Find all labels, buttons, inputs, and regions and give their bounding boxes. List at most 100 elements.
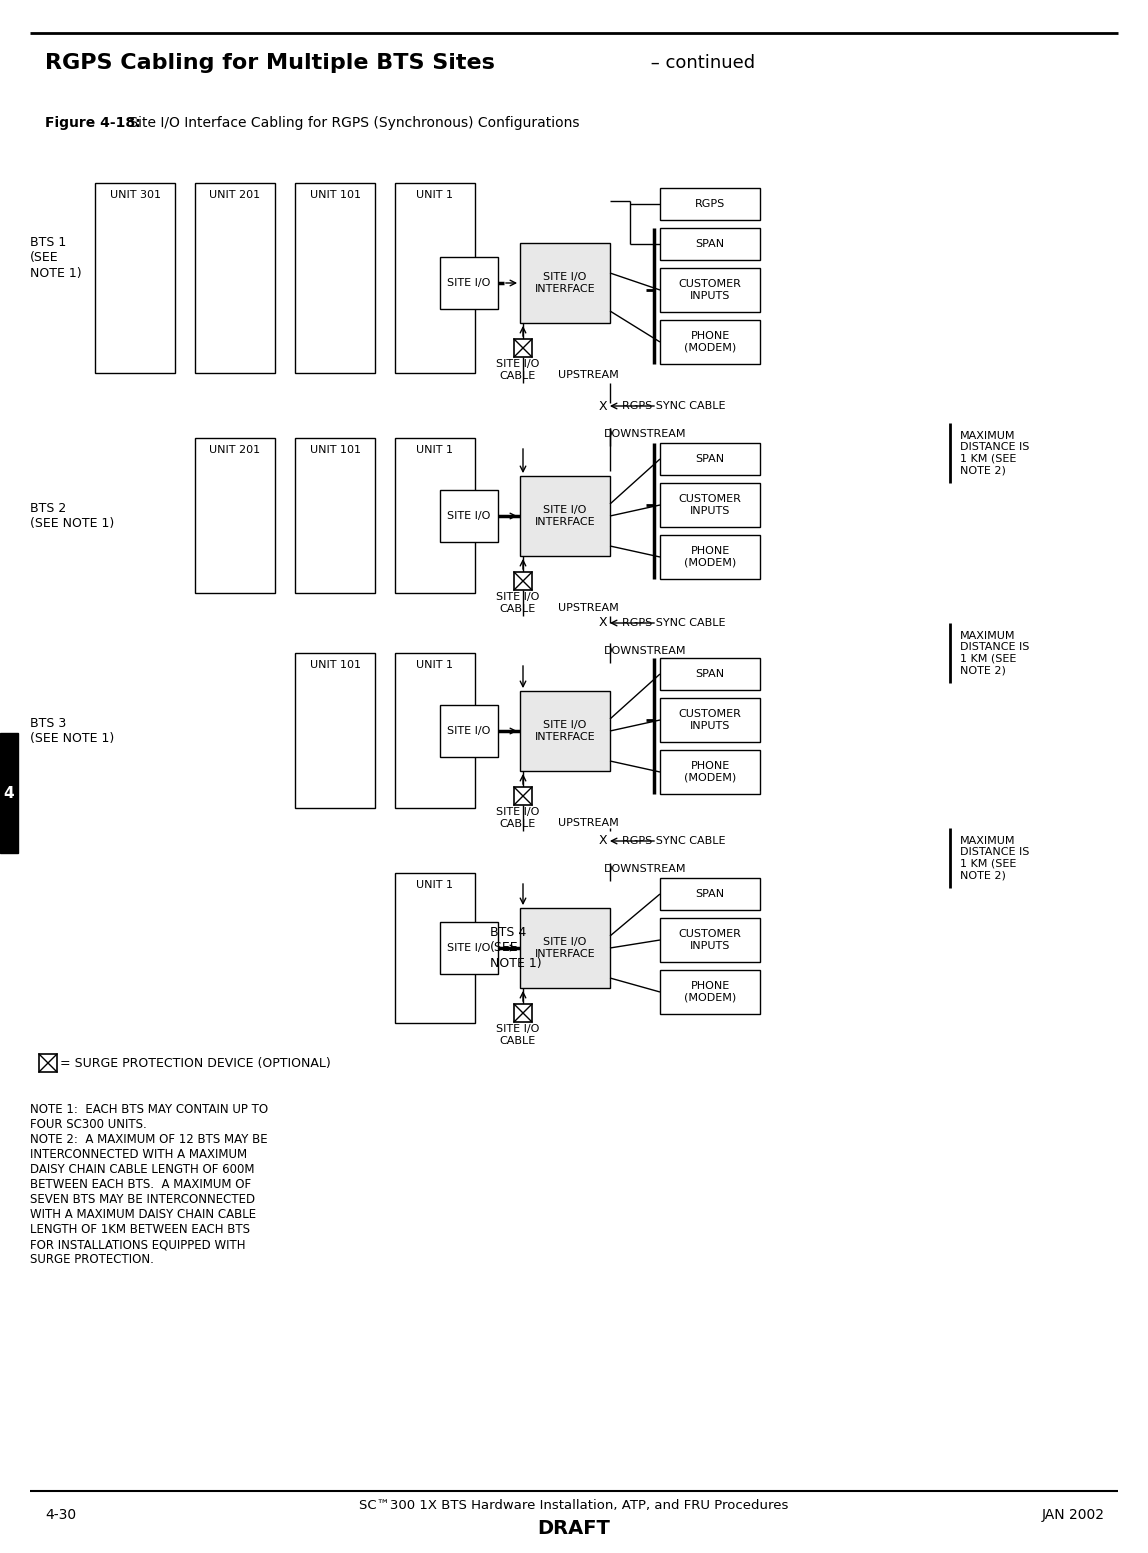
Text: SITE I/O: SITE I/O [448,725,490,736]
Bar [660,697,760,742]
Text: PHONE
(MODEM): PHONE (MODEM) [684,547,736,568]
Text: UNIT 1: UNIT 1 [417,881,453,890]
Bar [440,491,498,542]
Text: SITE I/O
CABLE: SITE I/O CABLE [496,592,540,613]
Bar [195,438,276,593]
Text: 4: 4 [3,786,14,800]
Text: RGPS SYNC CABLE: RGPS SYNC CABLE [622,836,726,846]
Text: Figure 4-18:: Figure 4-18: [45,116,140,130]
Text: UPSTREAM: UPSTREAM [558,818,619,828]
Bar [514,572,532,590]
Bar [660,877,760,910]
Text: UPSTREAM: UPSTREAM [558,370,619,380]
Bar [660,483,760,526]
Text: RGPS SYNC CABLE: RGPS SYNC CABLE [622,401,726,412]
Text: SC™300 1X BTS Hardware Installation, ATP, and FRU Procedures: SC™300 1X BTS Hardware Installation, ATP… [359,1499,789,1511]
Text: BTS 2
(SEE NOTE 1): BTS 2 (SEE NOTE 1) [30,502,115,530]
Bar [0,733,18,853]
Text: CUSTOMER
INPUTS: CUSTOMER INPUTS [678,280,742,301]
Text: – continued: – continued [645,54,755,71]
Text: UNIT 301: UNIT 301 [109,189,161,200]
Text: UNIT 101: UNIT 101 [310,446,360,455]
Bar [395,652,475,808]
Text: CUSTOMER
INPUTS: CUSTOMER INPUTS [678,929,742,950]
Text: MAXIMUM
DISTANCE IS
1 KM (SEE
NOTE 2): MAXIMUM DISTANCE IS 1 KM (SEE NOTE 2) [960,836,1030,881]
Text: SITE I/O: SITE I/O [448,511,490,520]
Text: DOWNSTREAM: DOWNSTREAM [604,646,687,655]
Bar [660,443,760,475]
Text: DRAFT: DRAFT [537,1519,611,1539]
Text: UNIT 1: UNIT 1 [417,446,453,455]
Bar [440,256,498,309]
Text: MAXIMUM
DISTANCE IS
1 KM (SEE
NOTE 2): MAXIMUM DISTANCE IS 1 KM (SEE NOTE 2) [960,631,1030,676]
Text: JAN 2002: JAN 2002 [1042,1508,1106,1522]
Text: Site I/O Interface Cabling for RGPS (Synchronous) Configurations: Site I/O Interface Cabling for RGPS (Syn… [125,116,580,130]
Bar [660,918,760,961]
Text: RGPS: RGPS [695,199,726,210]
Bar [95,183,174,373]
Text: SITE I/O
INTERFACE: SITE I/O INTERFACE [535,936,596,958]
Bar [520,242,610,323]
Text: SPAN: SPAN [696,453,724,464]
Bar [395,183,475,373]
Text: SITE I/O
INTERFACE: SITE I/O INTERFACE [535,505,596,526]
Bar [520,909,610,988]
Text: SITE I/O
INTERFACE: SITE I/O INTERFACE [535,272,596,294]
Bar [660,971,760,1014]
Bar [520,477,610,556]
Text: SITE I/O: SITE I/O [448,278,490,287]
Bar [195,183,276,373]
Text: MAXIMUM
DISTANCE IS
1 KM (SEE
NOTE 2): MAXIMUM DISTANCE IS 1 KM (SEE NOTE 2) [960,430,1030,475]
Bar [514,339,532,357]
Text: SITE I/O: SITE I/O [448,943,490,954]
Text: X: X [598,834,607,848]
Bar [660,228,760,259]
Bar [39,1054,57,1072]
Bar [295,652,375,808]
Text: CUSTOMER
INPUTS: CUSTOMER INPUTS [678,710,742,731]
Bar [660,320,760,363]
Text: UNIT 101: UNIT 101 [310,660,360,669]
Text: DOWNSTREAM: DOWNSTREAM [604,429,687,439]
Bar [514,787,532,804]
Text: DOWNSTREAM: DOWNSTREAM [604,863,687,874]
Text: SPAN: SPAN [696,669,724,679]
Text: BTS 1
(SEE
NOTE 1): BTS 1 (SEE NOTE 1) [30,236,82,280]
Text: UPSTREAM: UPSTREAM [558,603,619,613]
Bar [660,269,760,312]
Text: SPAN: SPAN [696,888,724,899]
Text: PHONE
(MODEM): PHONE (MODEM) [684,981,736,1003]
Bar [520,691,610,770]
Text: SITE I/O
INTERFACE: SITE I/O INTERFACE [535,721,596,742]
Bar [660,658,760,690]
Bar [514,1003,532,1022]
Bar [660,534,760,579]
Text: BTS 4
(SEE
NOTE 1): BTS 4 (SEE NOTE 1) [490,927,542,969]
Text: = SURGE PROTECTION DEVICE (OPTIONAL): = SURGE PROTECTION DEVICE (OPTIONAL) [60,1056,331,1070]
Text: UNIT 201: UNIT 201 [209,189,261,200]
Bar [440,705,498,756]
Text: SITE I/O
CABLE: SITE I/O CABLE [496,808,540,829]
Text: UNIT 1: UNIT 1 [417,189,453,200]
Bar [295,183,375,373]
Text: PHONE
(MODEM): PHONE (MODEM) [684,331,736,353]
Text: 4-30: 4-30 [45,1508,76,1522]
Text: RGPS SYNC CABLE: RGPS SYNC CABLE [622,618,726,627]
Text: RGPS Cabling for Multiple BTS Sites: RGPS Cabling for Multiple BTS Sites [45,53,495,73]
Bar [295,438,375,593]
Text: SITE I/O
CABLE: SITE I/O CABLE [496,359,540,380]
Bar [395,873,475,1023]
Text: CUSTOMER
INPUTS: CUSTOMER INPUTS [678,494,742,516]
Bar [440,922,498,974]
Text: UNIT 101: UNIT 101 [310,189,360,200]
Text: SPAN: SPAN [696,239,724,248]
Text: X: X [598,399,607,413]
Bar [660,188,760,221]
Text: BTS 3
(SEE NOTE 1): BTS 3 (SEE NOTE 1) [30,717,115,745]
Bar [660,750,760,794]
Bar [395,438,475,593]
Text: UNIT 1: UNIT 1 [417,660,453,669]
Text: X: X [598,617,607,629]
Text: NOTE 1:  EACH BTS MAY CONTAIN UP TO
FOUR SC300 UNITS.
NOTE 2:  A MAXIMUM OF 12 B: NOTE 1: EACH BTS MAY CONTAIN UP TO FOUR … [30,1103,269,1266]
Text: PHONE
(MODEM): PHONE (MODEM) [684,761,736,783]
